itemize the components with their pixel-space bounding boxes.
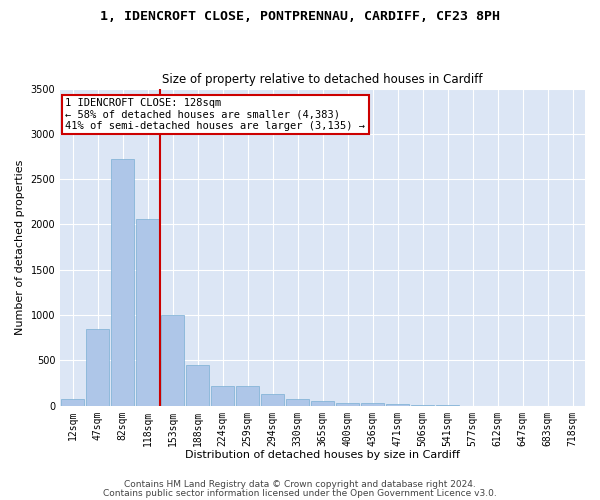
Bar	[262, 394, 284, 406]
Bar	[236, 386, 259, 406]
Bar	[136, 219, 159, 406]
Bar	[112, 159, 134, 406]
Bar	[311, 400, 334, 406]
X-axis label: Distribution of detached houses by size in Cardiff: Distribution of detached houses by size …	[185, 450, 460, 460]
Bar	[337, 402, 359, 406]
Bar	[86, 328, 109, 406]
Bar	[286, 400, 309, 406]
Bar	[161, 315, 184, 406]
Bar	[61, 400, 84, 406]
Bar	[211, 386, 234, 406]
Bar	[361, 404, 384, 406]
Bar	[386, 404, 409, 406]
Bar	[187, 365, 209, 406]
Text: Contains HM Land Registry data © Crown copyright and database right 2024.: Contains HM Land Registry data © Crown c…	[124, 480, 476, 489]
Text: 1, IDENCROFT CLOSE, PONTPRENNAU, CARDIFF, CF23 8PH: 1, IDENCROFT CLOSE, PONTPRENNAU, CARDIFF…	[100, 10, 500, 23]
Text: Contains public sector information licensed under the Open Government Licence v3: Contains public sector information licen…	[103, 489, 497, 498]
Title: Size of property relative to detached houses in Cardiff: Size of property relative to detached ho…	[163, 73, 483, 86]
Text: 1 IDENCROFT CLOSE: 128sqm
← 58% of detached houses are smaller (4,383)
41% of se: 1 IDENCROFT CLOSE: 128sqm ← 58% of detac…	[65, 98, 365, 132]
Y-axis label: Number of detached properties: Number of detached properties	[15, 160, 25, 335]
